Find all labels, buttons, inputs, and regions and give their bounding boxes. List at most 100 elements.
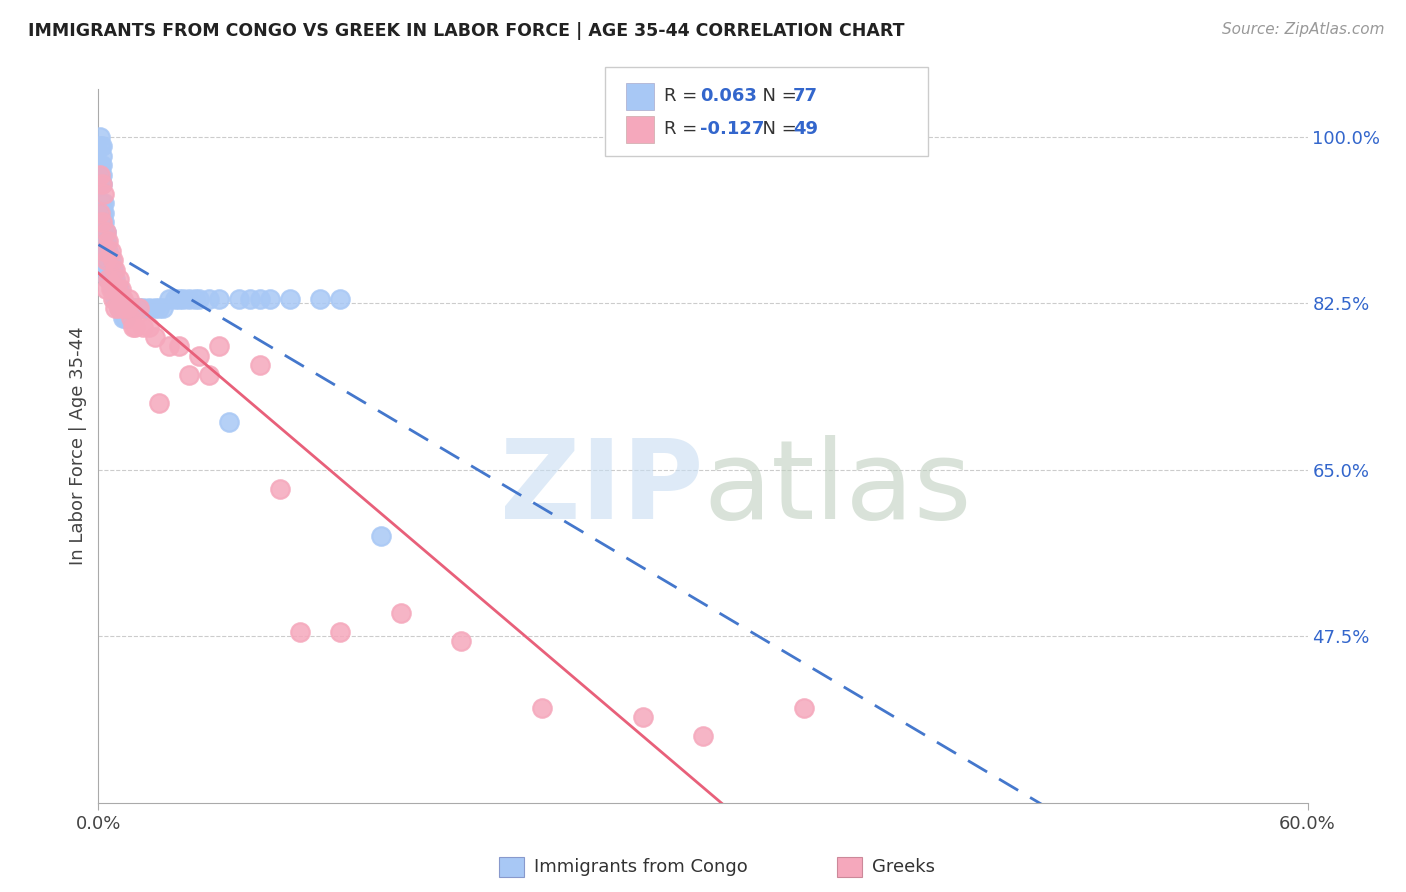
Point <box>329 292 352 306</box>
Point <box>110 301 132 315</box>
Point <box>107 292 129 306</box>
Point <box>208 292 231 306</box>
Text: 49: 49 <box>793 120 818 138</box>
Point <box>96 244 118 258</box>
Point <box>93 206 115 220</box>
Point <box>115 301 138 315</box>
Point <box>111 292 134 306</box>
Point <box>107 301 129 315</box>
Point <box>89 158 111 172</box>
Point <box>96 253 118 268</box>
Point <box>96 235 118 249</box>
Point <box>105 292 128 306</box>
Point <box>249 358 271 372</box>
Point <box>89 168 111 182</box>
Text: ZIP: ZIP <box>499 435 703 542</box>
Point <box>111 301 134 315</box>
Point <box>100 263 122 277</box>
Text: 77: 77 <box>793 87 818 105</box>
Point <box>110 292 132 306</box>
Point <box>148 396 170 410</box>
Point <box>184 292 207 306</box>
Point <box>97 263 120 277</box>
Point <box>389 606 412 620</box>
Point <box>132 301 155 315</box>
Point <box>631 710 654 724</box>
Point <box>91 215 114 229</box>
Point <box>89 206 111 220</box>
Point <box>101 263 124 277</box>
Point <box>118 292 141 306</box>
Point <box>167 292 190 306</box>
Point <box>198 368 221 382</box>
Point <box>239 292 262 306</box>
Point <box>128 301 150 315</box>
Text: Greeks: Greeks <box>872 858 935 876</box>
Point <box>89 178 111 192</box>
Point <box>103 263 125 277</box>
Point <box>105 282 128 296</box>
Point <box>793 700 815 714</box>
Point <box>167 339 190 353</box>
Point <box>278 292 301 306</box>
Point <box>143 301 166 315</box>
Point <box>249 292 271 306</box>
Text: atlas: atlas <box>703 435 972 542</box>
Point <box>97 272 120 286</box>
Point <box>138 301 160 315</box>
Point <box>138 320 160 334</box>
Point <box>100 282 122 296</box>
Point <box>163 292 186 306</box>
Point <box>179 292 201 306</box>
Point <box>89 129 111 144</box>
Point <box>96 282 118 296</box>
Point <box>97 272 120 286</box>
Point <box>259 292 281 306</box>
Point <box>93 225 115 239</box>
Point <box>288 624 311 639</box>
Point <box>111 310 134 325</box>
Point <box>370 529 392 543</box>
Point <box>91 168 114 182</box>
Point <box>692 729 714 743</box>
Point <box>120 301 142 315</box>
Point <box>107 272 129 286</box>
Point <box>93 244 115 258</box>
Point <box>100 253 122 268</box>
Point <box>103 282 125 296</box>
Point <box>121 320 143 334</box>
Text: Source: ZipAtlas.com: Source: ZipAtlas.com <box>1222 22 1385 37</box>
Point <box>179 368 201 382</box>
Point <box>132 320 155 334</box>
Point <box>96 253 118 268</box>
Point <box>97 253 120 268</box>
Point <box>105 282 128 296</box>
Point <box>91 206 114 220</box>
Point <box>91 139 114 153</box>
Point <box>120 310 142 325</box>
Point <box>103 272 125 286</box>
Point <box>91 196 114 211</box>
Point <box>96 263 118 277</box>
Y-axis label: In Labor Force | Age 35-44: In Labor Force | Age 35-44 <box>69 326 87 566</box>
Point <box>157 339 180 353</box>
Point <box>198 292 221 306</box>
Text: R =: R = <box>664 87 703 105</box>
Text: N =: N = <box>751 120 803 138</box>
Point <box>269 482 291 496</box>
Text: -0.127: -0.127 <box>700 120 765 138</box>
Point <box>208 339 231 353</box>
Point <box>93 186 115 201</box>
Point <box>107 301 129 315</box>
Point <box>96 225 118 239</box>
Point <box>152 301 174 315</box>
Point <box>97 244 120 258</box>
Point <box>96 225 118 239</box>
Point <box>93 244 115 258</box>
Point <box>101 282 124 296</box>
Point <box>101 253 124 268</box>
Point <box>121 301 143 315</box>
Point <box>143 329 166 343</box>
Point <box>103 301 125 315</box>
Text: Immigrants from Congo: Immigrants from Congo <box>534 858 748 876</box>
